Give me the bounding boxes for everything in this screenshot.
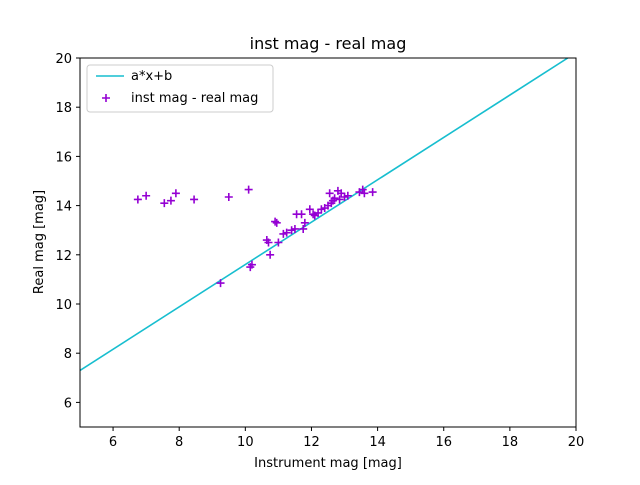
scatter-point bbox=[244, 185, 253, 194]
y-tick-label: 10 bbox=[55, 298, 72, 313]
scatter-point bbox=[360, 189, 369, 198]
series-layer bbox=[80, 58, 569, 372]
scatter-point bbox=[290, 224, 299, 233]
scatter-point bbox=[171, 189, 180, 198]
scatter-point bbox=[271, 217, 280, 226]
scatter-point bbox=[216, 279, 225, 288]
scatter-point bbox=[142, 191, 151, 200]
legend-box bbox=[86, 64, 274, 113]
scatter-point bbox=[282, 228, 291, 237]
scatter-point bbox=[264, 238, 273, 247]
legend-plus-marker bbox=[102, 94, 110, 102]
x-tick-label: 16 bbox=[435, 435, 452, 450]
scatter-point bbox=[133, 195, 142, 204]
scatter-point bbox=[309, 210, 318, 219]
scatter-point bbox=[300, 218, 309, 227]
scatter-point bbox=[272, 218, 281, 227]
scatter-point bbox=[160, 199, 169, 208]
scatter-point bbox=[299, 224, 308, 233]
y-tick-label: 6 bbox=[64, 396, 72, 411]
y-tick-label: 12 bbox=[55, 249, 72, 264]
y-tick-label: 18 bbox=[55, 101, 72, 116]
chart-title: inst mag - real mag bbox=[250, 34, 407, 53]
scatter-point bbox=[335, 195, 344, 204]
x-tick-label: 8 bbox=[175, 435, 183, 450]
x-tick-label: 18 bbox=[502, 435, 519, 450]
y-tick-label: 14 bbox=[55, 200, 72, 215]
x-tick-label: 10 bbox=[237, 435, 254, 450]
scatter-point bbox=[330, 194, 339, 203]
y-axis: 6 8 10 12 14 16 18 20 bbox=[55, 52, 80, 411]
legend-label-scatter: inst mag - real mag bbox=[131, 91, 258, 106]
legend: a*x+b inst mag - real mag bbox=[86, 64, 274, 113]
scatter-point bbox=[343, 191, 352, 200]
scatter-point bbox=[247, 260, 256, 269]
x-tick-label: 6 bbox=[109, 435, 117, 450]
plot-frame bbox=[79, 57, 577, 428]
scatter-point bbox=[166, 196, 175, 205]
plot-area bbox=[80, 58, 569, 372]
scatter-point bbox=[297, 210, 306, 219]
y-tick-label: 16 bbox=[55, 150, 72, 165]
x-tick-label: 14 bbox=[369, 435, 386, 450]
scatter-point bbox=[325, 189, 334, 198]
x-axis-label: Instrument mag [mag] bbox=[254, 456, 402, 471]
fit-line bbox=[80, 58, 569, 372]
scatter-point bbox=[368, 188, 377, 197]
x-tick-label: 12 bbox=[303, 435, 320, 450]
y-axis-label: Real mag [mag] bbox=[32, 190, 47, 294]
y-tick-label: 20 bbox=[55, 52, 72, 67]
legend-marker-swatch bbox=[102, 94, 110, 102]
scatter-point bbox=[190, 195, 199, 204]
legend-label-fit-line: a*x+b bbox=[131, 69, 172, 84]
x-axis: 6 8 10 12 14 16 18 20 bbox=[109, 427, 584, 450]
x-tick-label: 20 bbox=[568, 435, 585, 450]
scatter-point bbox=[358, 185, 367, 194]
scatter-point bbox=[224, 192, 233, 201]
scatter-point bbox=[305, 205, 314, 214]
scatter-point bbox=[266, 250, 275, 259]
scatter-point bbox=[274, 238, 283, 247]
y-tick-label: 8 bbox=[64, 347, 72, 362]
